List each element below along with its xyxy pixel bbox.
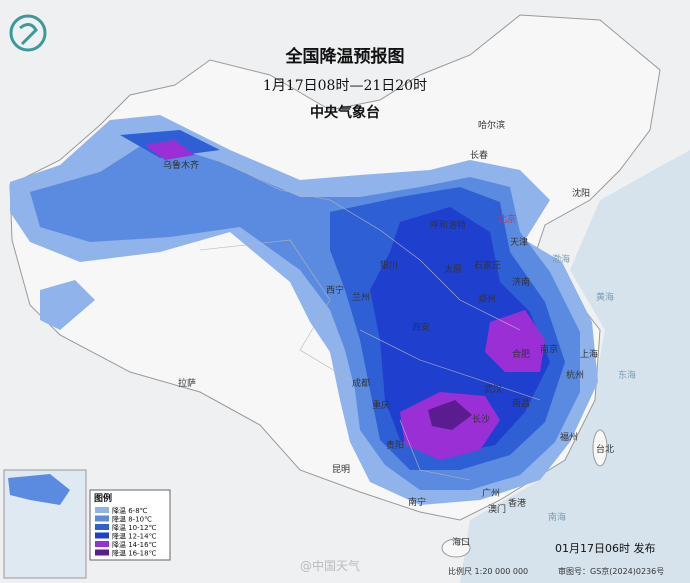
city: 石家庄 bbox=[474, 259, 501, 271]
city: 长沙 bbox=[472, 413, 490, 425]
legend-swatch bbox=[95, 524, 109, 530]
city: 沈阳 bbox=[572, 187, 590, 199]
issuer: 中央气象台 bbox=[310, 104, 380, 121]
taiwan bbox=[592, 429, 608, 467]
city: 济南 bbox=[512, 276, 530, 288]
legend-label: 降温 8-10℃ bbox=[112, 515, 152, 524]
watermark: @中国天气 bbox=[300, 558, 360, 573]
city: 福州 bbox=[560, 431, 578, 443]
map-number: 审图号：GS京(2024)0236号 bbox=[558, 566, 664, 576]
city: 上海 bbox=[580, 348, 598, 360]
cooling-zones bbox=[10, 115, 598, 505]
sea-area bbox=[460, 150, 690, 583]
sea-label: 渤海 bbox=[552, 253, 570, 265]
sea-label: 东海 bbox=[618, 369, 636, 381]
city: 天津 bbox=[510, 237, 528, 248]
city: 香港 bbox=[508, 497, 526, 509]
sea-label: 黄海 bbox=[596, 291, 614, 303]
city: 拉萨 bbox=[178, 377, 196, 389]
city: 兰州 bbox=[352, 291, 370, 303]
cooling-zone bbox=[370, 207, 550, 455]
city: 海口 bbox=[452, 536, 470, 548]
logo bbox=[9, 14, 47, 52]
city: 南京 bbox=[540, 343, 558, 355]
legend-swatch bbox=[95, 549, 109, 556]
logo-mark bbox=[19, 23, 38, 46]
city: 南昌 bbox=[512, 397, 530, 409]
cooling-zone bbox=[428, 400, 472, 430]
release-time: 01月17日06时 发布 bbox=[555, 541, 656, 555]
legend-label: 降温 10-12℃ bbox=[112, 523, 157, 532]
legend-swatch bbox=[95, 532, 109, 539]
city: 昆明 bbox=[332, 464, 350, 475]
city: 西安 bbox=[412, 321, 430, 333]
legend-label: 降温 14-16℃ bbox=[112, 540, 157, 549]
legend-swatch bbox=[95, 541, 109, 547]
city: 杭州 bbox=[566, 369, 584, 381]
city: 广州 bbox=[482, 487, 500, 499]
city: 西宁 bbox=[326, 284, 344, 296]
city: 太原 bbox=[444, 263, 462, 275]
province-borders bbox=[199, 159, 541, 481]
city: 贵阳 bbox=[386, 439, 404, 451]
city: 郑州 bbox=[478, 293, 496, 305]
city: 哈尔滨 bbox=[478, 119, 505, 131]
city: 合肥 bbox=[512, 348, 530, 360]
scale: 比例尺 1:20 000 000 bbox=[448, 566, 528, 576]
city: 乌鲁木齐 bbox=[163, 159, 199, 171]
city: 成都 bbox=[352, 377, 370, 389]
city: 南宁 bbox=[408, 496, 426, 508]
city: 台北 bbox=[596, 443, 614, 455]
legend-label: 降温 16-18℃ bbox=[112, 549, 157, 558]
hainan bbox=[441, 538, 471, 558]
legend-swatch bbox=[95, 507, 109, 513]
legend-swatch bbox=[95, 515, 109, 522]
legend-label: 降温 12-14℃ bbox=[112, 532, 157, 541]
city: 银川 bbox=[380, 259, 398, 271]
legend-title: 图例 bbox=[94, 492, 112, 504]
city: 重庆 bbox=[372, 399, 390, 411]
city: 呼和浩特 bbox=[430, 219, 466, 231]
city: 北京 bbox=[498, 213, 516, 225]
city-labels: 哈尔滨 长春 沈阳 北京 天津 石家庄 呼和浩特 太原 济南 银川 兰州 西宁 … bbox=[163, 119, 614, 548]
inset-land bbox=[8, 474, 70, 505]
city: 澳门 bbox=[488, 503, 506, 515]
city: 武汉 bbox=[484, 383, 502, 395]
legend-label: 降温 6-8℃ bbox=[112, 506, 148, 515]
city: 长春 bbox=[470, 149, 488, 161]
legend-items: 降温 6-8℃降温 8-10℃降温 10-12℃降温 12-14℃降温 14-1… bbox=[95, 506, 157, 558]
period: 1月17日08时—21日20时 bbox=[263, 78, 427, 94]
title: 全国降温预报图 bbox=[285, 46, 405, 67]
sea-label: 南海 bbox=[548, 511, 566, 523]
